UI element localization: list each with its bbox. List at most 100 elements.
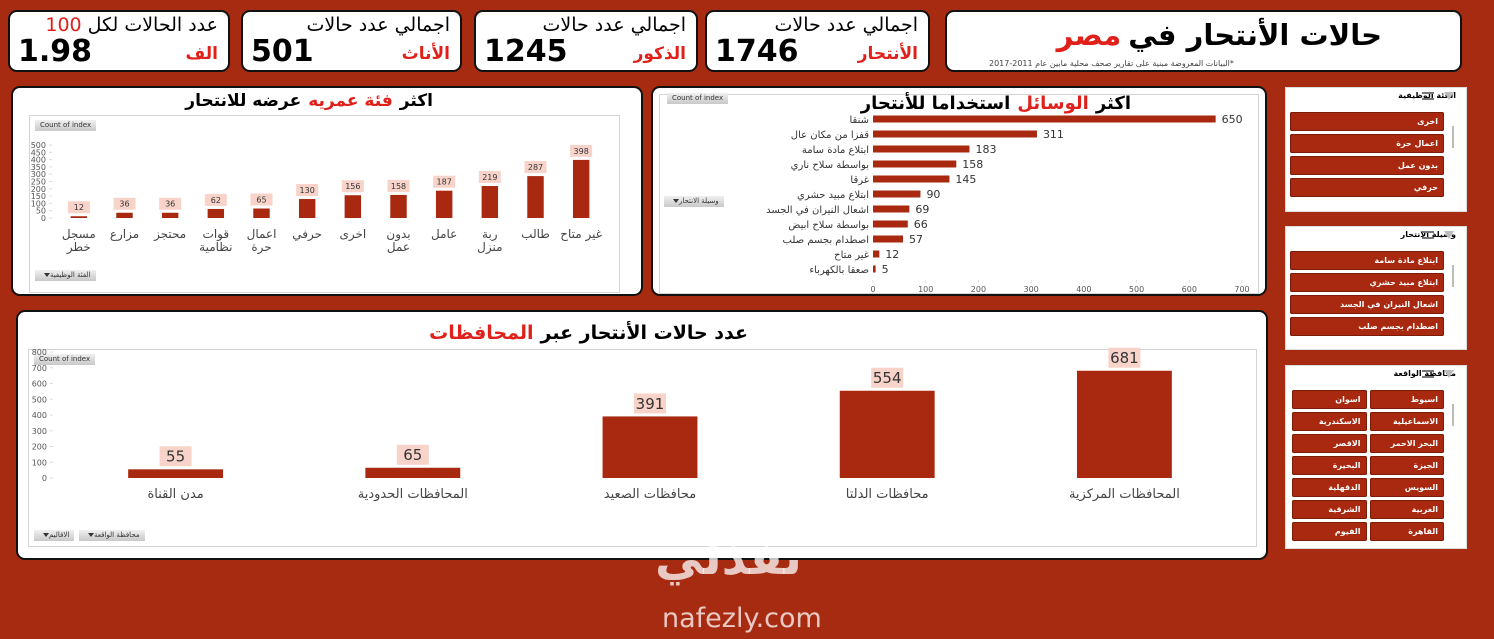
title-part: اكثر: [1095, 93, 1131, 114]
x-tick-label: المحافظات الحدودية: [357, 487, 468, 502]
x-tick-label: اخرى: [339, 227, 367, 241]
slicer-icon: [1422, 370, 1434, 378]
x-tick-label: مزارع: [109, 227, 140, 241]
x-tick-label: غير متاح: [560, 227, 603, 241]
x-tick-label: حرفي: [292, 227, 323, 241]
kpi-title: اجمالي عدد حالات: [542, 14, 686, 36]
x-tick-label: عامل: [430, 227, 458, 241]
slicer-item[interactable]: الدقهلية: [1292, 478, 1367, 497]
kpi-label: الذكور: [633, 44, 686, 64]
field-button: محافظة الواقعة: [79, 530, 145, 541]
slicer-item[interactable]: الغربية: [1369, 500, 1444, 519]
plot-frame: [28, 349, 1257, 547]
title: اكثر فئة عمريه عرضه للانتحار: [185, 91, 433, 111]
kpi-value: 1746: [715, 34, 799, 69]
kpi-card: عدد الحالات لكل 100 الف 1.98: [8, 10, 230, 72]
slicer-items: ابتلاع مادة سامة ابتلاع مبيد حشري اشعال ال…: [1290, 251, 1444, 336]
x-tick-label: محافظات الصعيد: [603, 487, 697, 502]
slicer-item[interactable]: القاهرة: [1369, 522, 1444, 541]
kpi-title: عدد الحالات لكل 100: [45, 14, 218, 36]
chart-panel: اكثر الوسائل استخداما للأنتحار Count of ind…: [651, 86, 1267, 296]
title-part: المحافظات: [429, 322, 534, 344]
slicer-item[interactable]: الشرقية: [1292, 500, 1367, 519]
slicer-clear-icon: [1444, 92, 1454, 100]
slicer-item[interactable]: الاقصر: [1292, 434, 1367, 453]
slicer-title: وسيلة الانتحار: [1400, 230, 1456, 239]
title-part: عدد حالات الأنتحار عبر: [540, 322, 749, 344]
kpi-label: الأنتحار: [857, 44, 918, 64]
slicer-item[interactable]: الفيوم: [1292, 522, 1367, 541]
field-button: وسيلة الانتحار: [664, 196, 724, 207]
title-part: اكثر: [399, 91, 433, 111]
slicer-icon: [1422, 92, 1434, 100]
x-tick-label: بدون عمل: [386, 227, 411, 254]
title-part: فئة عمريه: [308, 91, 393, 111]
x-tick-label: قوات نظامية: [199, 227, 233, 254]
slicer-title: الفئة الوظيفية: [1398, 91, 1456, 100]
subtitle: *البيانات المعروضة مبنية على تقارير صحف …: [989, 59, 1234, 68]
value-field-button: Count of index: [34, 354, 96, 365]
kpi-title: اجمالي عدد حالات: [306, 14, 450, 36]
slicer-item[interactable]: البحر الاحمر: [1369, 434, 1444, 453]
slicer-item[interactable]: اسيوط: [1369, 390, 1444, 409]
slicer-title: محافظة الواقعة: [1393, 369, 1457, 378]
x-tick-label: مسجل خطر: [61, 227, 96, 254]
title: اكثر الوسائل استخداما للأنتحار: [861, 93, 1131, 114]
slicer: وسيلة الانتحار ابتلاع مادة سامة ابتلاع مبي…: [1285, 226, 1467, 350]
watermark-latin: nafezly.com: [662, 603, 822, 634]
dropdown-icon: [43, 533, 49, 537]
kpi-title: اجمالي عدد حالات: [774, 14, 918, 36]
slicer-item[interactable]: حرفي: [1290, 178, 1444, 197]
dropdown-icon: [88, 533, 94, 537]
kpi-card: اجمالي عدد حالات الأنتحار 1746: [705, 10, 930, 72]
slicer-clear-icon: [1444, 370, 1454, 378]
field-button-label: الفئة الوظيفية: [50, 271, 91, 279]
title-part: عرضه للانتحار: [185, 91, 302, 111]
kpi-label: الف: [185, 44, 218, 64]
slicer-scrollbar: [1452, 265, 1454, 287]
x-tick-label: المحافظات المركزية: [1068, 487, 1180, 502]
slicer-item[interactable]: بدون عمل: [1290, 156, 1444, 175]
slicer-clear-icon: [1444, 231, 1454, 239]
kpi-value: 1245: [484, 34, 568, 69]
kpi-title-number: 100: [45, 14, 82, 36]
slicer-scrollbar: [1452, 126, 1454, 148]
watermark-arabic: نفذلي: [655, 530, 802, 586]
title: عدد حالات الأنتحار عبر المحافظات: [429, 322, 748, 344]
x-tick-label: ربة منزل: [477, 227, 503, 254]
slicer-scrollbar: [1452, 404, 1454, 426]
slicer-item[interactable]: اسوان: [1292, 390, 1367, 409]
slicer-item[interactable]: السويس: [1369, 478, 1444, 497]
slicer: الفئة الوظيفية اخرى اعمال حرة بدون عمل حرفي: [1285, 87, 1467, 212]
slicer-item[interactable]: ابتلاع مبيد حشري: [1290, 273, 1444, 292]
kpi-title-text: عدد الحالات لكل: [87, 14, 218, 36]
dropdown-icon: [673, 199, 679, 203]
field-button-label: وسيلة الانتحار: [679, 197, 719, 205]
field-button-label: الاقاليم: [49, 531, 70, 539]
plot-frame: [659, 94, 1259, 294]
kpi-card: اجمالي عدد حالات الذكور 1245: [474, 10, 698, 72]
slicer-item[interactable]: ابتلاع مادة سامة: [1290, 251, 1444, 270]
slicer-item[interactable]: اصطدام بجسم صلب: [1290, 317, 1444, 336]
title: حالات الأنتحار في مصر: [1057, 18, 1382, 52]
plot-frame: [29, 115, 620, 293]
kpi-value: 1.98: [18, 34, 93, 69]
slicer-item[interactable]: اشعال النيران في الجسد: [1290, 295, 1444, 314]
slicer-item[interactable]: البحيرة: [1292, 456, 1367, 475]
dropdown-icon: [44, 273, 50, 277]
x-tick-label: اعمال حرة: [246, 227, 277, 254]
kpi-card: اجمالي عدد حالات الأناث 501: [241, 10, 462, 72]
slicer-items: اخرى اعمال حرة بدون عمل حرفي: [1290, 112, 1444, 197]
title-part: مصر: [1056, 18, 1122, 52]
slicer-item[interactable]: الاسكندرية: [1292, 412, 1367, 431]
slicer-item[interactable]: اخرى: [1290, 112, 1444, 131]
x-tick-label: محافظات الدلتا: [845, 487, 929, 502]
title-part: حالات الأنتحار في: [1128, 18, 1382, 52]
chart-panel: عدد حالات الأنتحار عبر المحافظات Count of …: [16, 310, 1268, 560]
chart-panel: اكثر فئة عمريه عرضه للانتحار Count of index…: [11, 86, 643, 296]
slicer-item[interactable]: الاسماعيلية: [1369, 412, 1444, 431]
x-tick-label: طالب: [521, 227, 550, 241]
slicer-item[interactable]: الجيزة: [1369, 456, 1444, 475]
slicer-item[interactable]: اعمال حرة: [1290, 134, 1444, 153]
